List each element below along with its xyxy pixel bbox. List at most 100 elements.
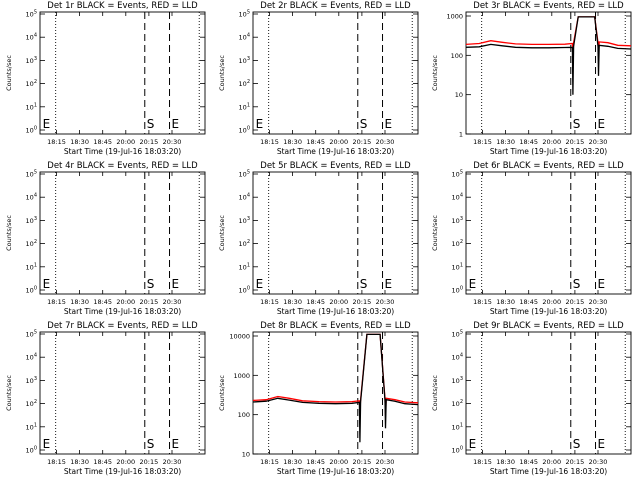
event-marker: E xyxy=(385,117,393,131)
y-tick-label: 100 xyxy=(239,126,250,135)
event-marker: E xyxy=(43,117,51,131)
panel-title: Det 5r BLACK = Events, RED = LLD xyxy=(260,161,411,171)
x-axis-label: Start Time (19-Jul-16 18:03:20) xyxy=(490,467,607,476)
y-tick-label: 100 xyxy=(239,286,250,295)
x-tick-label: 20:30 xyxy=(376,298,395,306)
x-tick-label: 20:15 xyxy=(140,138,159,146)
x-tick-label: 18:15 xyxy=(260,458,279,466)
y-tick-label: 10 xyxy=(242,451,250,459)
plot-frame xyxy=(465,331,632,455)
y-tick-label: 104 xyxy=(26,193,37,202)
x-axis-label: Start Time (19-Jul-16 18:03:20) xyxy=(64,467,181,476)
x-tick-label: 20:00 xyxy=(542,138,561,146)
x-tick-label: 18:45 xyxy=(93,138,112,146)
y-tick-label: 105 xyxy=(26,170,37,179)
event-marker: E xyxy=(256,277,264,291)
event-marker: E xyxy=(256,117,264,131)
x-tick-label: 18:30 xyxy=(496,458,515,466)
x-tick-label: 20:30 xyxy=(163,458,182,466)
y-tick-label: 103 xyxy=(239,216,250,225)
y-tick-label: 100 xyxy=(452,286,463,295)
event-marker: E xyxy=(598,117,606,131)
x-tick-label: 20:00 xyxy=(329,298,348,306)
y-tick-label: 102 xyxy=(452,239,463,248)
panel-1: Det 1r BLACK = Events, RED = LLD Counts/s… xyxy=(5,1,206,156)
event-marker: S xyxy=(360,117,368,131)
x-tick-label: 20:00 xyxy=(542,298,561,306)
plot-frame xyxy=(39,331,206,455)
y-tick-label: 104 xyxy=(452,353,463,362)
plot-frame xyxy=(252,331,419,455)
x-tick-label: 20:30 xyxy=(163,298,182,306)
x-tick-label: 18:30 xyxy=(283,138,302,146)
x-tick-label: 20:15 xyxy=(566,458,585,466)
y-axis-label: Counts/sec xyxy=(218,55,226,91)
y-tick-label: 1 xyxy=(459,131,463,139)
x-tick-label: 18:45 xyxy=(306,298,325,306)
panel-title: Det 2r BLACK = Events, RED = LLD xyxy=(260,1,411,11)
event-marker: S xyxy=(147,437,155,451)
plot-frame xyxy=(39,171,206,295)
y-tick-label: 102 xyxy=(26,399,37,408)
y-tick-label: 103 xyxy=(452,216,463,225)
y-tick-label: 100 xyxy=(451,52,463,60)
x-tick-label: 18:30 xyxy=(70,138,89,146)
x-tick-label: 18:15 xyxy=(47,298,66,306)
event-marker: S xyxy=(573,117,581,131)
y-tick-label: 102 xyxy=(452,399,463,408)
y-tick-label: 105 xyxy=(452,170,463,179)
event-marker: E xyxy=(385,277,393,291)
x-tick-label: 20:30 xyxy=(376,138,395,146)
y-axis-label: Counts/sec xyxy=(431,55,439,91)
panel-title: Det 7r BLACK = Events, RED = LLD xyxy=(47,321,198,331)
y-tick-label: 101 xyxy=(239,262,250,271)
x-axis-label: Start Time (19-Jul-16 18:03:20) xyxy=(490,147,607,156)
x-tick-label: 18:45 xyxy=(93,458,112,466)
x-tick-label: 18:30 xyxy=(283,458,302,466)
panel-title: Det 4r BLACK = Events, RED = LLD xyxy=(47,161,198,171)
x-tick-label: 18:15 xyxy=(473,458,492,466)
event-marker: E xyxy=(43,437,51,451)
y-tick-label: 100 xyxy=(238,411,250,419)
x-tick-label: 20:30 xyxy=(376,458,395,466)
y-tick-label: 101 xyxy=(26,102,37,111)
x-tick-label: 20:15 xyxy=(353,458,372,466)
event-marker: E xyxy=(598,277,606,291)
y-tick-label: 104 xyxy=(239,33,250,42)
panel-title: Det 9r BLACK = Events, RED = LLD xyxy=(473,321,624,331)
plot-frame xyxy=(252,171,419,295)
x-tick-label: 18:15 xyxy=(473,138,492,146)
y-tick-label: 103 xyxy=(26,216,37,225)
x-tick-label: 18:45 xyxy=(93,298,112,306)
panel-6: Det 6r BLACK = Events, RED = LLD Counts/s… xyxy=(431,161,632,316)
y-tick-label: 10000 xyxy=(229,333,250,341)
y-tick-label: 105 xyxy=(239,10,250,19)
y-tick-label: 100 xyxy=(452,446,463,455)
y-tick-label: 102 xyxy=(239,239,250,248)
event-marker: E xyxy=(172,277,180,291)
y-tick-label: 103 xyxy=(26,56,37,65)
y-tick-label: 100 xyxy=(26,126,37,135)
x-tick-label: 20:15 xyxy=(566,298,585,306)
y-axis-label: Counts/sec xyxy=(5,375,13,411)
y-tick-label: 101 xyxy=(239,102,250,111)
series-line xyxy=(252,333,419,443)
y-tick-label: 104 xyxy=(26,353,37,362)
y-tick-label: 104 xyxy=(452,193,463,202)
x-tick-label: 18:30 xyxy=(496,298,515,306)
event-marker: E xyxy=(43,277,51,291)
x-tick-label: 18:45 xyxy=(519,458,538,466)
event-marker: S xyxy=(147,277,155,291)
panel-title: Det 1r BLACK = Events, RED = LLD xyxy=(47,1,198,11)
y-tick-label: 104 xyxy=(239,193,250,202)
event-marker: E xyxy=(469,277,477,291)
x-axis-label: Start Time (19-Jul-16 18:03:20) xyxy=(277,307,394,316)
x-tick-label: 18:30 xyxy=(70,298,89,306)
x-tick-label: 20:00 xyxy=(116,298,135,306)
x-tick-label: 20:30 xyxy=(163,138,182,146)
x-tick-label: 18:45 xyxy=(519,298,538,306)
y-tick-label: 103 xyxy=(239,56,250,65)
panel-8: Det 8r BLACK = Events, RED = LLD Counts/s… xyxy=(218,321,419,476)
plot-frame xyxy=(465,11,632,135)
